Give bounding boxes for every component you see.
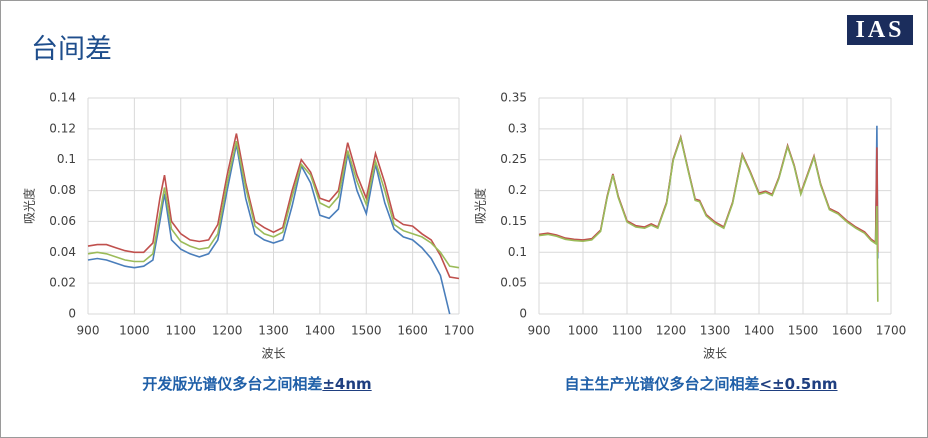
x-axis-label: 波长	[703, 347, 727, 361]
x-tick-label: 1700	[444, 324, 475, 338]
x-axis-label: 波长	[261, 347, 285, 361]
slide-title: 台间差	[31, 34, 112, 65]
x-tick-label: 1500	[351, 324, 382, 338]
caption-text: 开发版光谱仪多台之间相差	[142, 375, 323, 393]
y-tick-label: 0.02	[49, 276, 76, 290]
x-tick-label: 1100	[612, 324, 643, 338]
series-line	[538, 133, 879, 253]
y-tick-label: 0.12	[49, 121, 76, 135]
caption-emphasis: <±0.5nm	[759, 375, 838, 393]
x-tick-label: 1600	[832, 324, 863, 338]
x-tick-label: 1300	[258, 324, 289, 338]
y-tick-label: 0.1	[508, 245, 527, 259]
y-tick-label: 0.15	[500, 214, 527, 228]
y-tick-label: 0.14	[49, 91, 76, 105]
caption-text: 自主生产光谱仪多台之间相差	[564, 375, 760, 393]
y-axis-label: 吸光度	[22, 188, 37, 224]
y-tick-label: 0.05	[500, 276, 527, 290]
y-tick-label: 0	[519, 307, 527, 321]
caption: 自主生产光谱仪多台之间相差<±0.5nm	[564, 373, 837, 394]
x-tick-label: 1000	[119, 324, 150, 338]
x-tick-label: 1100	[165, 324, 196, 338]
logo: IAS	[847, 15, 913, 45]
caption: 开发版光谱仪多台之间相差±4nm	[142, 373, 371, 394]
x-tick-label: 1400	[744, 324, 775, 338]
y-tick-label: 0.08	[49, 183, 76, 197]
x-tick-label: 1300	[700, 324, 731, 338]
y-tick-label: 0.1	[57, 152, 76, 166]
y-tick-label: 0.35	[500, 91, 527, 105]
x-tick-label: 1600	[397, 324, 428, 338]
x-tick-label: 900	[77, 324, 100, 338]
x-tick-label: 1200	[656, 324, 687, 338]
x-tick-label: 1500	[788, 324, 819, 338]
y-tick-label: 0.2	[508, 183, 527, 197]
series-line	[87, 141, 460, 269]
y-tick-label: 0	[68, 307, 76, 321]
y-tick-label: 0.06	[49, 214, 76, 228]
caption-emphasis: ±4nm	[322, 375, 372, 393]
x-tick-label: 1200	[212, 324, 243, 338]
series-line	[87, 133, 460, 280]
x-tick-label: 1400	[305, 324, 336, 338]
y-tick-label: 0.04	[49, 245, 76, 259]
y-tick-label: 0.3	[508, 121, 527, 135]
x-tick-label: 1700	[876, 324, 907, 338]
series-line	[538, 135, 879, 302]
x-tick-label: 1000	[568, 324, 599, 338]
x-tick-label: 900	[528, 324, 551, 338]
y-axis-label: 吸光度	[473, 188, 488, 224]
series-line	[87, 144, 451, 315]
y-tick-label: 0.25	[500, 152, 527, 166]
